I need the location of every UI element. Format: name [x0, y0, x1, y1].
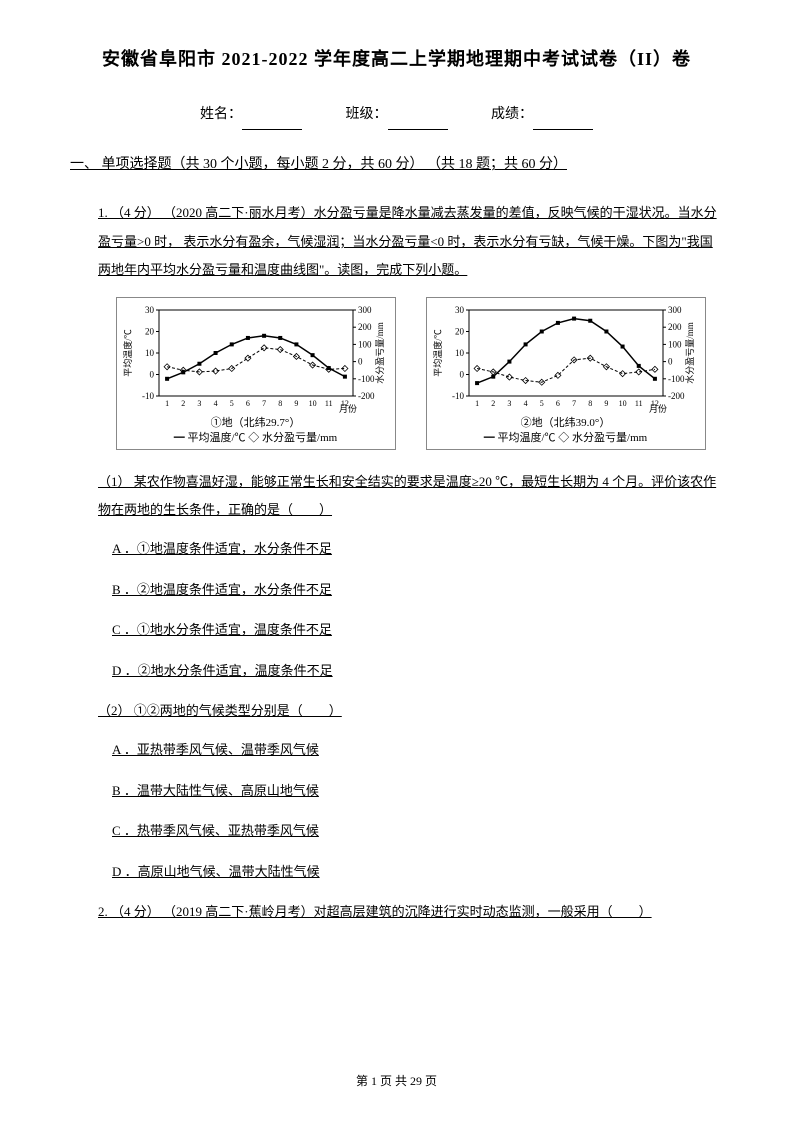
- chart-1-legend: ━ 平均温度/℃ ◇ 水分盈亏量/mm: [123, 431, 389, 446]
- q1-sub1-optD: D ．②地水分条件适宜，温度条件不足: [112, 657, 723, 686]
- svg-text:5: 5: [539, 399, 543, 408]
- svg-text:300: 300: [358, 305, 372, 315]
- svg-text:10: 10: [455, 348, 465, 358]
- svg-text:平均温度/℃: 平均温度/℃: [433, 329, 443, 377]
- svg-text:-100: -100: [358, 374, 375, 384]
- svg-text:9: 9: [604, 399, 608, 408]
- svg-text:200: 200: [358, 322, 372, 332]
- name-blank[interactable]: [242, 116, 302, 130]
- svg-text:20: 20: [145, 326, 155, 336]
- svg-text:-100: -100: [668, 374, 685, 384]
- svg-text:月份: 月份: [339, 403, 357, 414]
- svg-text:7: 7: [262, 399, 266, 408]
- svg-text:9: 9: [294, 399, 298, 408]
- svg-text:5: 5: [229, 399, 233, 408]
- class-blank[interactable]: [388, 116, 448, 130]
- svg-text:0: 0: [358, 357, 363, 367]
- class-label: 班级：: [346, 107, 388, 122]
- svg-text:20: 20: [455, 326, 465, 336]
- svg-text:200: 200: [668, 322, 682, 332]
- svg-text:2: 2: [491, 399, 495, 408]
- svg-text:300: 300: [668, 305, 682, 315]
- chart-2-legend: ━ 平均温度/℃ ◇ 水分盈亏量/mm: [433, 431, 699, 446]
- svg-text:11: 11: [324, 399, 332, 408]
- svg-text:0: 0: [668, 357, 673, 367]
- svg-text:0: 0: [459, 369, 464, 379]
- svg-text:4: 4: [523, 399, 527, 408]
- q1-sub2-optC: C ．热带季风气候、亚热带季风气候: [112, 817, 723, 846]
- chart-1: -100102030-200-1000100200300123456789101…: [116, 297, 396, 450]
- q1-sub2-optD: D ．高原山地气候、温带大陆性气候: [112, 858, 723, 887]
- q1-stem: 1. （4 分） （2020 高二下·丽水月考）水分盈亏量是降水量减去蒸发量的差…: [98, 199, 723, 285]
- svg-text:2: 2: [181, 399, 185, 408]
- svg-text:水分盈亏量/mm: 水分盈亏量/mm: [374, 322, 385, 384]
- q1-sub2-optB: B ．温带大陆性气候、高原山地气候: [112, 777, 723, 806]
- svg-text:4: 4: [213, 399, 217, 408]
- page-footer: 第 1 页 共 29 页: [0, 1068, 793, 1094]
- svg-text:30: 30: [455, 305, 465, 315]
- svg-text:-10: -10: [452, 391, 464, 401]
- svg-text:10: 10: [618, 399, 626, 408]
- chart-2-caption: ②地（北纬39.0°）: [433, 416, 699, 431]
- svg-text:10: 10: [145, 348, 155, 358]
- chart-1-svg: -100102030-200-1000100200300123456789101…: [123, 304, 389, 414]
- svg-text:-10: -10: [142, 391, 154, 401]
- svg-text:-200: -200: [668, 391, 685, 401]
- chart-1-caption: ①地（北纬29.7°）: [123, 416, 389, 431]
- svg-text:0: 0: [149, 369, 154, 379]
- q1-sub2-stem: （2） ①②两地的气候类型分别是（ ）: [98, 697, 723, 726]
- svg-text:100: 100: [358, 339, 372, 349]
- q1-sub1-optB: B ．②地温度条件适宜，水分条件不足: [112, 576, 723, 605]
- chart-2-svg: -100102030-200-1000100200300123456789101…: [433, 304, 699, 414]
- svg-text:6: 6: [555, 399, 559, 408]
- svg-text:8: 8: [588, 399, 592, 408]
- q1-sub2-optA: A ．亚热带季风气候、温带季风气候: [112, 736, 723, 765]
- score-blank[interactable]: [533, 116, 593, 130]
- svg-text:平均温度/℃: 平均温度/℃: [123, 329, 133, 377]
- svg-text:10: 10: [308, 399, 316, 408]
- svg-text:100: 100: [668, 339, 682, 349]
- chart-2: -100102030-200-1000100200300123456789101…: [426, 297, 706, 450]
- header-fields: 姓名： 班级： 成绩：: [70, 100, 723, 131]
- section-heading: 一、 单项选择题（共 30 个小题，每小题 2 分，共 60 分） （共 18 …: [70, 150, 723, 181]
- svg-text:8: 8: [278, 399, 282, 408]
- svg-text:水分盈亏量/mm: 水分盈亏量/mm: [684, 322, 695, 384]
- svg-text:30: 30: [145, 305, 155, 315]
- score-label: 成绩：: [491, 107, 533, 122]
- svg-text:6: 6: [245, 399, 249, 408]
- chart-row: -100102030-200-1000100200300123456789101…: [98, 297, 723, 450]
- svg-text:3: 3: [197, 399, 201, 408]
- q2-stem: 2. （4 分） （2019 高二下·蕉岭月考）对超高层建筑的沉降进行实时动态监…: [98, 898, 723, 927]
- svg-text:1: 1: [165, 399, 169, 408]
- q1-sub1-stem: （1） 某农作物喜温好湿，能够正常生长和安全结实的要求是温度≥20 ℃，最短生长…: [98, 468, 723, 525]
- exam-title: 安徽省阜阳市 2021-2022 学年度高二上学期地理期中考试试卷（II）卷: [70, 40, 723, 80]
- q1-sub1-optC: C ．①地水分条件适宜，温度条件不足: [112, 616, 723, 645]
- svg-text:月份: 月份: [649, 403, 667, 414]
- name-label: 姓名：: [200, 107, 242, 122]
- q1-sub1-optA: A ．①地温度条件适宜，水分条件不足: [112, 535, 723, 564]
- svg-text:3: 3: [507, 399, 511, 408]
- svg-text:1: 1: [475, 399, 479, 408]
- svg-text:11: 11: [634, 399, 642, 408]
- svg-text:-200: -200: [358, 391, 375, 401]
- svg-text:7: 7: [572, 399, 576, 408]
